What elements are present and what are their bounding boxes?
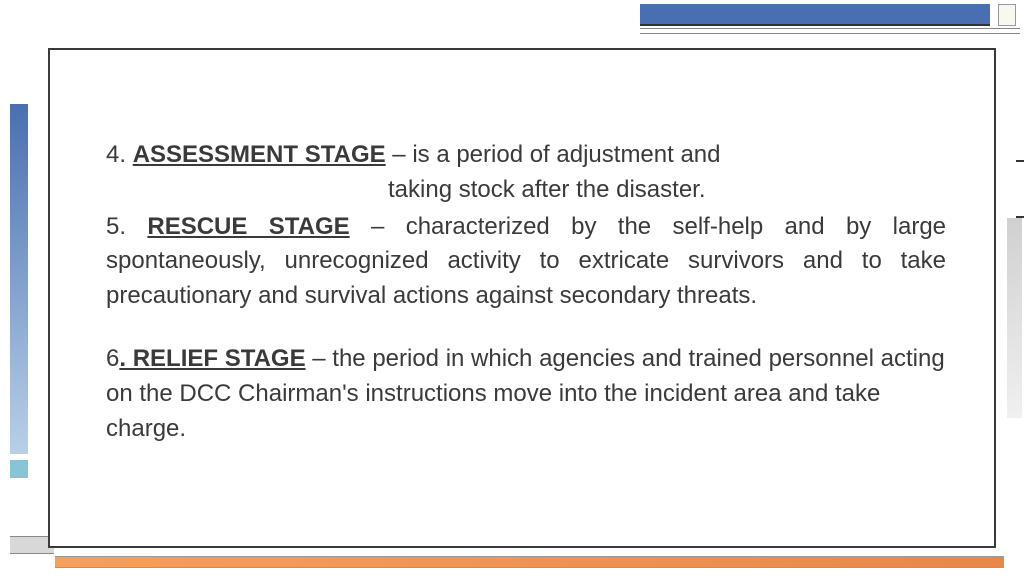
- item-6: 6. RELIEF STAGE – the period in which ag…: [106, 342, 946, 446]
- deco-teal-small: [10, 460, 28, 478]
- deco-right-line: [1016, 160, 1024, 218]
- item-4-line2: taking stock after the disaster.: [106, 173, 946, 208]
- deco-bottom-orange-bar: [55, 556, 1004, 568]
- item-5-sep: –: [350, 213, 406, 240]
- item-5-number: 5.: [106, 213, 147, 240]
- deco-top-line: [640, 28, 1020, 34]
- deco-top-right-box: [998, 4, 1016, 26]
- item-5-title: RESCUE STAGE: [147, 213, 349, 240]
- item-5: 5. RESCUE STAGE – characterized by the s…: [106, 210, 946, 314]
- item-6-number: 6: [106, 345, 119, 372]
- deco-left-gradient-bar: [10, 104, 28, 454]
- item-4-text2: taking stock after the disaster.: [388, 176, 706, 203]
- item-4-line1: 4. ASSESSMENT STAGE – is a period of adj…: [106, 138, 946, 173]
- slide-content-frame: 4. ASSESSMENT STAGE – is a period of adj…: [48, 48, 996, 548]
- item-4-text1: is a period of adjustment and: [412, 141, 720, 168]
- deco-right-gradient: [1007, 218, 1022, 418]
- item-6-sep: –: [306, 345, 333, 372]
- item-4-sep: –: [386, 141, 413, 168]
- item-4-title: ASSESSMENT STAGE: [133, 141, 386, 168]
- item-4-number: 4.: [106, 141, 133, 168]
- item-6-title: . RELIEF STAGE: [119, 345, 305, 372]
- deco-top-blue-bar: [640, 4, 990, 26]
